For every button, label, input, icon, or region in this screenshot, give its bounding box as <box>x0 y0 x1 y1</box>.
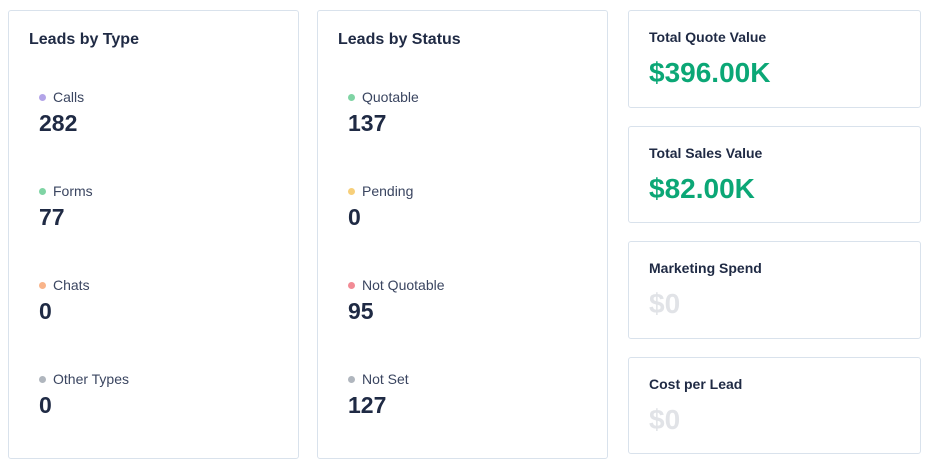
stat-value: 95 <box>348 298 374 324</box>
metric-value: $396.00K <box>649 57 771 88</box>
legend-dot-icon <box>348 93 355 101</box>
metric-card-cost-per-lead: Cost per Lead $0 <box>628 357 921 454</box>
metric-value: $0 <box>649 404 681 435</box>
metric-card-total-quote-value: Total Quote Value $396.00K <box>628 10 921 108</box>
metric-label: Total Quote Value <box>649 29 767 45</box>
leads-by-status-card: Leads by Status Quotable 137 Pending 0 Not Q… <box>317 10 608 459</box>
stat-value: 127 <box>348 392 387 418</box>
stat-item-other-types: Other Types 0 <box>39 371 129 419</box>
stat-label: Pending <box>362 183 414 199</box>
stat-value: 77 <box>39 204 65 230</box>
stat-label: Not Set <box>362 371 409 387</box>
metric-value: $0 <box>649 288 681 319</box>
card-title: Leads by Type <box>29 31 139 48</box>
stat-item-not-quotable: Not Quotable 95 <box>348 277 445 325</box>
legend-dot-icon <box>39 187 46 195</box>
stat-value: 0 <box>39 392 52 418</box>
card-title: Leads by Status <box>338 31 461 48</box>
stat-value: 282 <box>39 110 78 136</box>
stat-item-pending: Pending 0 <box>348 183 413 231</box>
stat-item-quotable: Quotable 137 <box>348 89 419 137</box>
stat-label: Chats <box>53 277 90 293</box>
metric-card-marketing-spend: Marketing Spend $0 <box>628 241 921 339</box>
stat-value: 0 <box>39 298 52 324</box>
stat-value: 0 <box>348 204 361 230</box>
metric-label: Total Sales Value <box>649 145 763 161</box>
stat-label: Forms <box>53 183 93 199</box>
stat-label: Quotable <box>362 89 419 105</box>
stat-item-calls: Calls 282 <box>39 89 84 137</box>
stat-item-chats: Chats 0 <box>39 277 90 325</box>
leads-by-type-card: Leads by Type Calls 282 Forms 77 Chats 0 Other… <box>8 10 299 459</box>
stat-value: 137 <box>348 110 387 136</box>
stat-item-not-set: Not Set 127 <box>348 371 409 419</box>
legend-dot-icon <box>39 281 46 289</box>
stat-label: Calls <box>53 89 85 105</box>
metric-label: Marketing Spend <box>649 260 762 276</box>
legend-dot-icon <box>348 187 355 195</box>
legend-dot-icon <box>348 281 355 289</box>
legend-dot-icon <box>39 375 46 383</box>
stat-item-forms: Forms 77 <box>39 183 93 231</box>
legend-dot-icon <box>348 375 355 383</box>
stat-label: Other Types <box>53 371 130 387</box>
stat-label: Not Quotable <box>362 277 445 293</box>
metric-card-total-sales-value: Total Sales Value $82.00K <box>628 126 921 223</box>
metric-label: Cost per Lead <box>649 376 743 392</box>
metric-value: $82.00K <box>649 173 755 204</box>
legend-dot-icon <box>39 93 46 101</box>
